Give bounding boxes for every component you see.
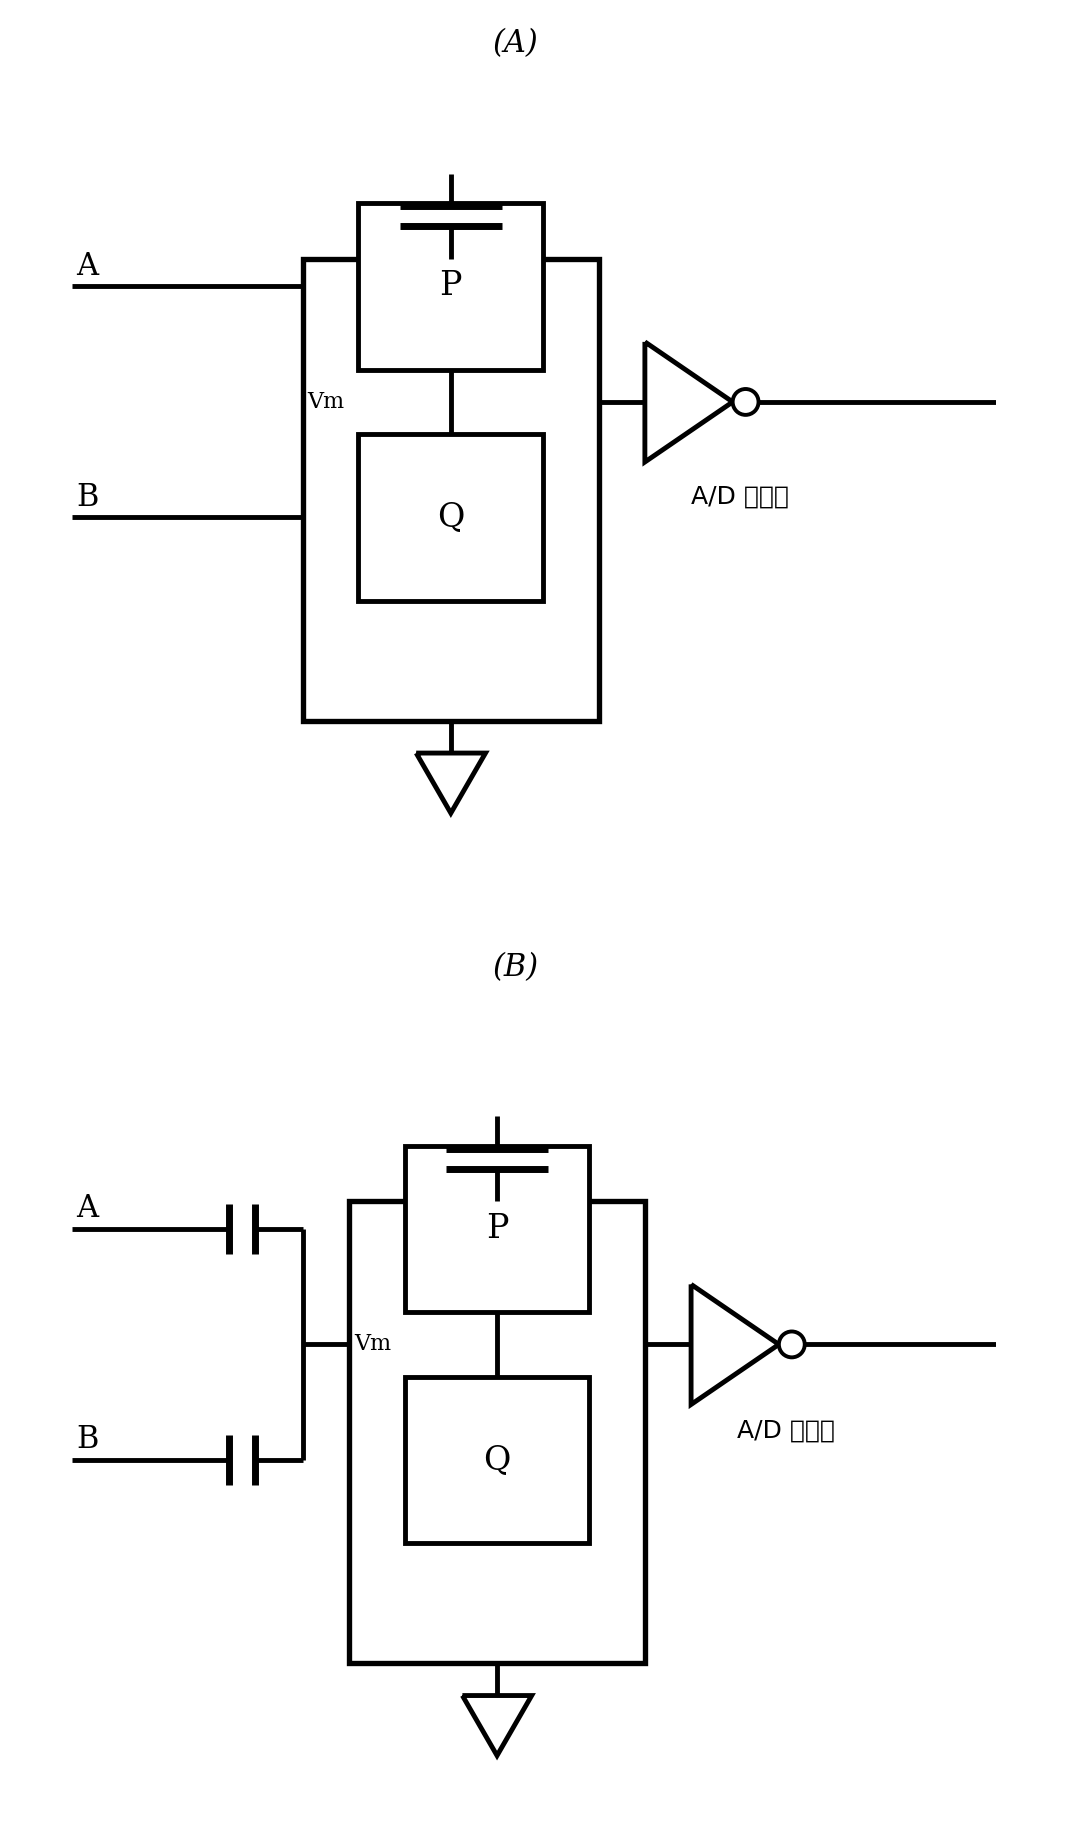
Circle shape bbox=[779, 1331, 804, 1356]
Text: Q: Q bbox=[437, 501, 465, 534]
Text: Q: Q bbox=[484, 1443, 511, 1477]
Text: (B): (B) bbox=[492, 952, 538, 983]
FancyBboxPatch shape bbox=[303, 259, 599, 721]
Text: Vm: Vm bbox=[308, 392, 345, 412]
FancyBboxPatch shape bbox=[359, 434, 544, 601]
Text: A/D 倒相器: A/D 倒相器 bbox=[691, 484, 789, 508]
Text: A/D 倒相器: A/D 倒相器 bbox=[737, 1419, 835, 1441]
Text: B: B bbox=[77, 482, 99, 512]
Text: P: P bbox=[440, 270, 462, 303]
Text: (A): (A) bbox=[492, 28, 538, 59]
Text: P: P bbox=[486, 1212, 508, 1246]
FancyBboxPatch shape bbox=[405, 1377, 590, 1543]
FancyBboxPatch shape bbox=[359, 203, 544, 370]
Text: Vm: Vm bbox=[354, 1334, 391, 1355]
Text: A: A bbox=[77, 251, 98, 281]
Text: A: A bbox=[77, 1194, 98, 1223]
Circle shape bbox=[733, 388, 758, 416]
FancyBboxPatch shape bbox=[349, 1201, 645, 1663]
FancyBboxPatch shape bbox=[405, 1146, 590, 1312]
Text: B: B bbox=[77, 1425, 99, 1456]
